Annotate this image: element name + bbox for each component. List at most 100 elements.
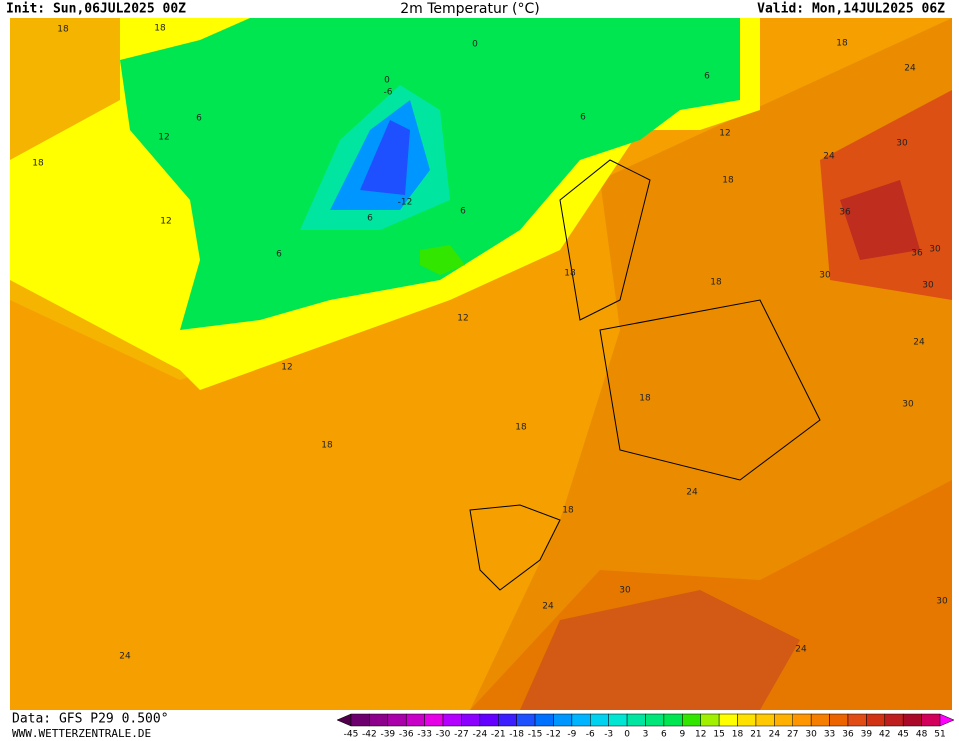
contour-label: 18	[321, 441, 333, 451]
contour-label: 12	[457, 314, 468, 324]
contour-label: 6	[367, 214, 373, 224]
colorbar-label: -33	[417, 730, 432, 740]
init-time: Init: Sun,06JUL2025 00Z	[6, 2, 186, 17]
contour-label: 18	[32, 159, 44, 169]
contour-label: 36	[839, 208, 851, 218]
contour-labels: 18 18 0 6 12 18 12 0 -6 6 6 12 18 18 24 24 30 36 30 36 30 30 2…	[32, 24, 948, 662]
contour-label: 12	[719, 129, 730, 139]
colorbar-swatch	[645, 713, 665, 727]
contour-label: 18	[154, 24, 166, 34]
contour-label: 6	[196, 114, 202, 124]
colorbar-swatch	[663, 713, 683, 727]
contour-label: -6	[384, 88, 393, 98]
contour-label: 18	[57, 25, 69, 35]
colorbar-swatch	[718, 713, 738, 727]
map-title: 2m Temperatur (°C)	[400, 1, 540, 17]
colorbar-label: 51	[934, 730, 945, 740]
contour-label: 0	[472, 40, 478, 50]
valid-time: Valid: Mon,14JUL2025 06Z	[757, 2, 945, 17]
colorbar-swatch	[737, 713, 757, 727]
colorbar-swatch	[461, 713, 481, 727]
contour-label: 18	[836, 39, 848, 49]
colorbar-swatch	[810, 713, 830, 727]
colorbar-swatch	[571, 713, 591, 727]
colorbar-label: 15	[713, 730, 724, 740]
colorbar-swatch	[626, 713, 646, 727]
colorbar-label: 21	[750, 730, 761, 740]
colorbar-label: -30	[436, 730, 451, 740]
contour-label: 30	[936, 597, 948, 607]
contour-label: 18	[710, 278, 722, 288]
contour-label: 30	[896, 139, 908, 149]
colorbar-label: -24	[472, 730, 487, 740]
colorbar-swatch	[682, 713, 701, 727]
colorbar-swatch	[442, 713, 462, 727]
contour-label: 18	[564, 269, 576, 279]
colorbar-label: 0	[624, 730, 630, 740]
colorbar-label: 24	[769, 730, 781, 740]
contour-label: 12	[160, 217, 171, 227]
colorbar-high-arrow	[939, 713, 955, 727]
colorbar-label: -15	[528, 730, 543, 740]
contour-label: 18	[562, 506, 574, 516]
contour-label: 30	[902, 400, 914, 410]
colorbar-label: 3	[643, 730, 649, 740]
contour-label: 30	[929, 245, 941, 255]
contour-label: 24	[119, 652, 131, 662]
colorbar-label: 9	[679, 730, 685, 740]
colorbar-label: 39	[861, 730, 873, 740]
colorbar-label: 48	[916, 730, 928, 740]
contour-label: 12	[158, 133, 169, 143]
colorbar-label: -3	[604, 730, 613, 740]
map	[10, 18, 952, 710]
colorbar-label: -9	[567, 730, 576, 740]
colorbar-swatch	[847, 713, 867, 727]
colorbar-swatch	[792, 713, 812, 727]
colorbar-label: 30	[805, 730, 817, 740]
contour-label: 18	[722, 176, 734, 186]
colorbar-label: -18	[509, 730, 524, 740]
colorbar-label: -27	[454, 730, 469, 740]
colorbar-label: -42	[362, 730, 377, 740]
colorbar-swatch	[516, 713, 536, 727]
colorbar-swatch	[921, 713, 941, 727]
contour-label: 30	[922, 281, 934, 291]
contour-label: 24	[795, 645, 807, 655]
iceland	[420, 245, 465, 275]
colorbar-label: -12	[546, 730, 561, 740]
colorbar-swatch	[700, 713, 720, 727]
contour-label: -12	[398, 198, 413, 208]
colorbar-swatch	[755, 713, 775, 727]
colorbar-swatch	[866, 713, 886, 727]
map-region-core	[360, 120, 410, 195]
contour-label: 24	[542, 602, 554, 612]
colorbar-swatch	[608, 713, 628, 727]
map-region-hotter	[520, 590, 800, 710]
colorbar-label: -36	[399, 730, 414, 740]
colorbar-label: 36	[842, 730, 854, 740]
colorbar-label: -21	[491, 730, 506, 740]
colorbar-swatch	[424, 713, 444, 727]
colorbar-swatch	[590, 713, 609, 727]
colorbar-label: 6	[661, 730, 667, 740]
colorbar-swatch	[350, 713, 370, 727]
coastlines	[469, 159, 821, 591]
contour-label: 24	[904, 64, 916, 74]
colorbar-swatch	[498, 713, 517, 727]
colorbar-swatch	[369, 713, 389, 727]
colorbar-label: 27	[787, 730, 798, 740]
colorbar-label: -45	[344, 730, 359, 740]
contour-label: 24	[686, 488, 698, 498]
site-name: WWW.WETTERZENTRALE.DE	[12, 727, 151, 740]
colorbar-swatch	[884, 713, 904, 727]
contour-label: 30	[619, 586, 631, 596]
colorbar-swatch	[405, 713, 425, 727]
colorbar-swatch	[774, 713, 793, 727]
contour-label: 18	[639, 394, 651, 404]
colorbar-label: 45	[897, 730, 908, 740]
colorbar-swatch	[479, 713, 499, 727]
contour-label: 12	[281, 363, 292, 373]
contour-label: 24	[823, 152, 835, 162]
contour-label: 18	[515, 423, 527, 433]
